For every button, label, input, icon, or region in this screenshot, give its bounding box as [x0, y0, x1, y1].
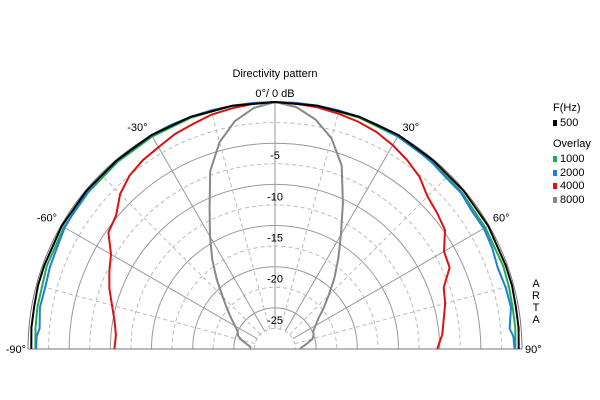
grid-spoke [99, 173, 261, 335]
angle-tick-label: -60° [37, 213, 57, 225]
legend-swatch-500 [553, 120, 557, 126]
legend-swatch-2000 [553, 170, 557, 176]
legend-entry-4000: 4000 [560, 180, 584, 192]
legend-swatch-8000 [553, 197, 557, 203]
grid-spoke [279, 110, 340, 330]
legend-entry-2000: 2000 [560, 167, 584, 179]
watermark-letter: A [532, 314, 540, 326]
top-label: 0°/ 0 dB [255, 88, 294, 100]
grid-ring [212, 286, 338, 350]
tick-labels: -90° -60° -30° 30° 60° 90° -5 -10 -15 -20 -25 [6, 122, 542, 356]
series-line-500 [30, 101, 520, 350]
chart-title: Directivity pattern [233, 68, 318, 80]
legend-entry-500: 500 [560, 117, 578, 129]
angle-tick-label: 90° [525, 344, 542, 356]
legend-header: F(Hz) [553, 102, 581, 114]
grid-spoke [151, 134, 266, 332]
angle-tick-label: -90° [6, 344, 26, 356]
watermark-letter: A [532, 278, 540, 290]
polar-grid [27, 101, 523, 350]
grid-spoke [292, 225, 490, 340]
grid-spoke [289, 173, 451, 335]
legend-overlay-header: Overlay [553, 138, 591, 150]
legend-entry-1000: 1000 [560, 153, 584, 165]
grid-ring [253, 328, 297, 350]
legend-swatch-4000 [553, 183, 557, 189]
watermark-letter: R [532, 290, 540, 302]
series-layer [30, 101, 520, 350]
radial-tick-label: -25 [267, 315, 283, 327]
watermark-letter: T [533, 302, 540, 314]
legend-swatch-1000 [553, 156, 557, 162]
legend-entry-8000: 8000 [560, 194, 584, 206]
radial-tick-label: -5 [270, 150, 280, 162]
angle-tick-label: 30° [403, 122, 420, 134]
radial-tick-label: -20 [267, 274, 283, 286]
radial-tick-label: -15 [267, 233, 283, 245]
grid-spoke [36, 284, 256, 345]
angle-tick-label: 60° [493, 213, 510, 225]
grid-spoke [60, 225, 258, 340]
grid-spoke [210, 110, 271, 330]
angle-tick-label: -30° [127, 122, 147, 134]
radial-tick-label: -10 [267, 191, 283, 203]
grid-spoke [294, 284, 514, 345]
